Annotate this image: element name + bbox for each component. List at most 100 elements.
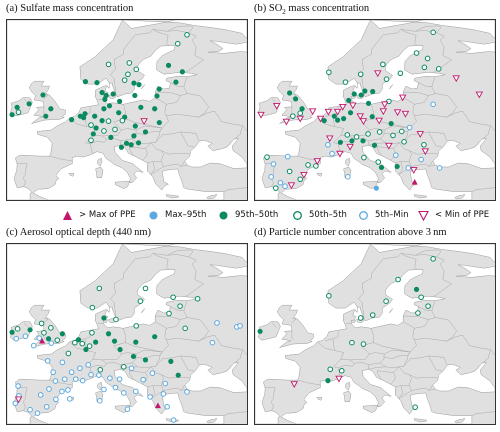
panel-d-title: (d) Particle number concentration above … — [254, 227, 447, 238]
country-border — [226, 363, 235, 372]
station-marker-95-50 — [335, 117, 341, 123]
station-marker-95-50 — [131, 80, 137, 86]
island-balearic — [316, 397, 323, 401]
station-marker-5-min — [96, 398, 103, 404]
station-marker-5-min — [128, 365, 135, 372]
station-marker-50-5 — [41, 329, 47, 336]
country-border — [129, 146, 134, 156]
station-marker-5-min — [344, 174, 351, 180]
station-marker-50-5 — [105, 61, 112, 68]
island-sardinia — [343, 390, 352, 403]
station-marker-95-50 — [93, 339, 99, 345]
station-marker-50-5 — [79, 340, 86, 347]
map-panel-particle-number — [254, 243, 496, 425]
country-border — [395, 142, 412, 164]
station-marker-5-min — [124, 406, 131, 413]
country-border — [129, 370, 134, 380]
station-marker-95-50 — [371, 142, 378, 148]
station-marker-95-50 — [346, 97, 352, 103]
station-marker-95-50 — [26, 101, 32, 107]
station-marker-5-min — [66, 396, 73, 402]
station-marker-95-50 — [48, 106, 54, 112]
legend-item-95th-50th: 95th–50th — [218, 207, 278, 223]
station-marker-50-5 — [142, 285, 149, 292]
map-panel-aod — [6, 243, 248, 425]
station-marker-50-5 — [133, 66, 140, 73]
station-marker-min-ppe — [282, 118, 291, 126]
station-marker-95-50 — [142, 129, 149, 135]
station-marker-50-5 — [397, 70, 404, 77]
sea-whiteSea — [207, 40, 247, 54]
country-border — [167, 249, 194, 257]
station-marker-95-50 — [394, 163, 400, 170]
station-marker-95-50 — [257, 328, 263, 334]
country-border — [129, 370, 148, 385]
country-border — [16, 163, 28, 187]
station-marker-50-5 — [88, 122, 94, 128]
country-border — [474, 139, 483, 148]
station-marker-95-50 — [130, 353, 137, 360]
station-marker-50-5 — [119, 117, 126, 124]
country-border — [180, 384, 185, 391]
country-border — [373, 342, 411, 353]
country-border — [152, 253, 205, 297]
legend-label-max-95th: Max–95th — [165, 210, 207, 220]
station-marker-50-5 — [54, 337, 61, 343]
station-marker-5-min — [12, 400, 19, 407]
station-marker-min-ppe — [296, 115, 304, 123]
country-border — [400, 253, 453, 297]
station-marker-95-50 — [287, 90, 293, 96]
country-border — [49, 155, 73, 162]
station-marker-95-50 — [83, 346, 89, 353]
country-border — [152, 253, 170, 270]
station-marker-95-50 — [347, 110, 354, 116]
station-marker-50-5 — [375, 159, 382, 165]
station-marker-50-5 — [421, 64, 428, 71]
country-border — [403, 97, 415, 105]
station-marker-min-ppe — [421, 148, 430, 156]
station-marker-5-min — [132, 388, 139, 395]
station-marker-50-5 — [120, 363, 127, 370]
legend-item-max-ppe: > Max of PPE — [62, 207, 136, 223]
sea-med — [280, 145, 473, 200]
station-marker-min-ppe — [346, 143, 354, 151]
station-marker-5-min — [101, 386, 107, 393]
country-border — [400, 29, 418, 46]
country-border — [167, 25, 194, 33]
station-marker-50-5 — [38, 320, 45, 327]
station-marker-5-min — [68, 369, 75, 376]
country-border — [131, 355, 161, 369]
station-marker-5-min — [170, 417, 177, 423]
station-marker-5-min — [15, 383, 21, 389]
sea-arctic — [122, 244, 247, 264]
station-marker-95-50 — [117, 98, 123, 104]
station-marker-95-50 — [156, 119, 162, 126]
island-cyprus — [454, 418, 466, 424]
country-border — [160, 161, 188, 167]
island-gotland — [389, 84, 394, 90]
legend-item-min-ppe: < Min of PPE — [418, 207, 489, 223]
country-border — [345, 323, 352, 325]
country-border — [161, 150, 190, 155]
sea-arctic — [122, 20, 247, 40]
country-border — [368, 140, 370, 146]
station-marker-5-min — [284, 153, 291, 160]
station-marker-5-min — [79, 377, 86, 384]
station-marker-95-50 — [154, 93, 160, 99]
station-marker-50-5 — [89, 304, 96, 311]
station-marker-min-ppe — [398, 94, 407, 102]
station-marker-max-ppe — [39, 337, 46, 344]
station-marker-5-min — [44, 358, 51, 364]
country-border — [361, 328, 374, 355]
station-marker-95-50 — [135, 140, 142, 146]
station-marker-5-min — [65, 387, 71, 393]
station-marker-95-50 — [94, 80, 100, 86]
sea-whiteSea — [455, 264, 495, 278]
station-marker-50-5 — [101, 128, 107, 134]
station-marker-95-50 — [378, 164, 385, 171]
country-border — [242, 125, 247, 132]
station-marker-50-5 — [177, 303, 183, 309]
station-marker-50-5 — [380, 61, 386, 68]
country-border — [398, 161, 412, 176]
station-marker-50-5 — [365, 131, 371, 137]
